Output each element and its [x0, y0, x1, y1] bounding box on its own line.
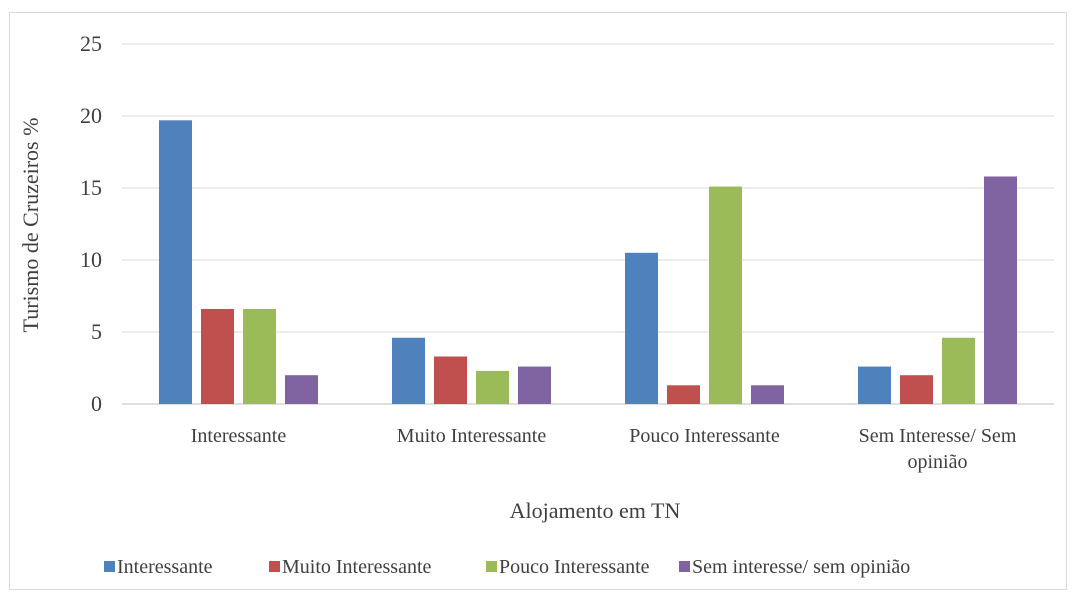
bar [984, 176, 1017, 404]
y-tick-label: 25 [80, 31, 102, 56]
x-tick-label: Sem Interesse/ Sem opinião [859, 425, 1017, 473]
bar [751, 385, 784, 404]
x-axis-label: Alojamento em TN [510, 498, 681, 523]
y-tick-label: 20 [80, 103, 102, 128]
bars [159, 120, 1017, 404]
x-tick-label: Pouco Interessante [629, 425, 780, 447]
legend-swatch [104, 561, 115, 572]
bar [625, 252, 658, 404]
bar [243, 308, 276, 404]
bar [285, 375, 318, 404]
legend-swatch [679, 561, 690, 572]
legend-label: Muito Interessante [282, 556, 432, 578]
y-tick-label: 5 [91, 319, 102, 344]
bar [858, 366, 891, 404]
y-tick-label: 10 [80, 247, 102, 272]
bar [900, 375, 933, 404]
bar [667, 385, 700, 404]
legend-swatch [486, 561, 497, 572]
y-tick-label: 0 [91, 391, 102, 416]
bar [709, 186, 742, 404]
bar [434, 356, 467, 404]
y-tick-label: 15 [80, 175, 102, 200]
gridlines [122, 43, 1054, 405]
bar [476, 370, 509, 404]
x-tick-label: Interessante [191, 425, 287, 447]
bar [518, 366, 551, 404]
bar [942, 337, 975, 404]
bar [159, 120, 192, 404]
y-axis-ticks: 0 5 10 15 20 25 [80, 31, 102, 416]
legend-label: Sem interesse/ sem opinião [692, 556, 910, 578]
legend: Interessante Muito Interessante Pouco Inte… [104, 556, 910, 578]
y-axis-label: Turismo de Cruzeiros % [18, 118, 43, 333]
legend-label: Pouco Interessante [499, 556, 650, 578]
legend-swatch [269, 561, 280, 572]
bar [392, 337, 425, 404]
x-tick-label: Muito Interessante [397, 425, 547, 447]
bar [201, 308, 234, 404]
legend-label: Interessante [117, 556, 213, 578]
x-axis-ticks: Interessante Muito Interessante Pouco Inte… [191, 425, 1017, 473]
